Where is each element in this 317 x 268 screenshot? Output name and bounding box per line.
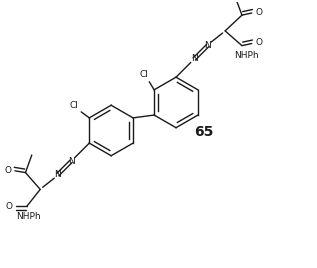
Text: N: N [68, 157, 74, 166]
Text: 65: 65 [194, 125, 214, 139]
Text: O: O [255, 38, 262, 47]
Text: O: O [255, 8, 262, 17]
Text: N: N [204, 41, 211, 50]
Text: NHPh: NHPh [234, 51, 258, 60]
Text: O: O [6, 202, 13, 211]
Text: Cl: Cl [139, 69, 148, 79]
Text: NHPh: NHPh [16, 211, 41, 221]
Text: N: N [54, 170, 61, 179]
Text: Cl: Cl [70, 101, 79, 110]
Text: O: O [4, 166, 11, 175]
Text: N: N [191, 54, 197, 64]
